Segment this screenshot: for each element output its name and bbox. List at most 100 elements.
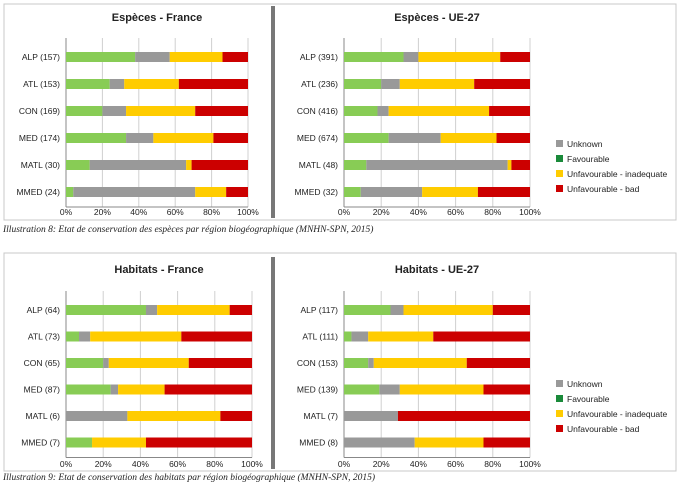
bar-segment-bad bbox=[477, 187, 530, 197]
bar-segment-favourable bbox=[344, 160, 367, 170]
x-tick-label: 60% bbox=[167, 207, 184, 217]
bar-segment-unknown bbox=[344, 437, 415, 448]
bar-segment-inadequate bbox=[169, 52, 223, 62]
bar-segment-unknown bbox=[103, 358, 109, 368]
bar-segment-inadequate bbox=[403, 305, 493, 315]
panel-separator bbox=[271, 6, 275, 218]
bar-segment-bad bbox=[164, 384, 252, 395]
category-label: MMED (32) bbox=[295, 187, 339, 197]
x-tick-label: 20% bbox=[373, 459, 390, 469]
x-tick-label: 100% bbox=[241, 459, 263, 469]
legend-label: Unknown bbox=[567, 379, 603, 389]
bar-segment-inadequate bbox=[186, 160, 192, 170]
bar-segment-bad bbox=[483, 437, 530, 448]
chart-title: Espèces - UE-27 bbox=[394, 12, 480, 24]
bar-segment-bad bbox=[489, 106, 530, 116]
x-tick-label: 40% bbox=[132, 459, 149, 469]
bar-segment-inadequate bbox=[373, 358, 467, 368]
category-label: ALP (157) bbox=[22, 52, 60, 62]
bar-segment-inadequate bbox=[90, 331, 182, 342]
bar-segment-unknown bbox=[66, 411, 128, 421]
x-tick-label: 40% bbox=[130, 207, 147, 217]
x-tick-label: 100% bbox=[519, 207, 541, 217]
x-tick-label: 60% bbox=[447, 207, 464, 217]
bar-segment-unknown bbox=[135, 52, 170, 62]
caption-species: Illustration 8: Etat de conservation des… bbox=[3, 225, 374, 235]
legend-label: Unfavourable - bad bbox=[567, 184, 640, 194]
x-tick-label: 40% bbox=[410, 459, 427, 469]
bar-segment-favourable bbox=[66, 437, 93, 448]
bar-segment-unknown bbox=[79, 331, 91, 342]
category-label: ALP (64) bbox=[27, 305, 61, 315]
legend-swatch-unknown bbox=[556, 140, 563, 147]
category-label: MATL (6) bbox=[26, 411, 61, 421]
bar-segment-inadequate bbox=[368, 331, 434, 342]
category-label: MATL (7) bbox=[304, 411, 339, 421]
bar-segment-unknown bbox=[366, 160, 508, 170]
bar-segment-favourable bbox=[66, 133, 127, 143]
bar-segment-bad bbox=[496, 133, 530, 143]
bar-segment-favourable bbox=[344, 133, 389, 143]
x-tick-label: 80% bbox=[484, 459, 501, 469]
bar-segment-inadequate bbox=[414, 437, 484, 448]
legend-swatch-unknown bbox=[556, 380, 563, 387]
category-label: ALP (391) bbox=[300, 52, 338, 62]
bar-segment-favourable bbox=[344, 187, 361, 197]
chart-2: Espèces - UE-27 ALP (391) ATL (236) CON (41… bbox=[295, 12, 542, 217]
x-tick-label: 60% bbox=[447, 459, 464, 469]
bar-segment-favourable bbox=[344, 358, 369, 368]
legend-label: Favourable bbox=[567, 154, 610, 164]
bar-segment-unknown bbox=[377, 106, 389, 116]
legend-label: Unknown bbox=[567, 139, 603, 149]
bar-segment-bad bbox=[191, 160, 248, 170]
chart-1: Espèces - France ALP (157) ATL (153) CON (1… bbox=[17, 12, 260, 217]
category-label: CON (65) bbox=[24, 358, 61, 368]
category-label: MMED (8) bbox=[299, 438, 338, 448]
bar-segment-unknown bbox=[360, 187, 423, 197]
bar-segment-unknown bbox=[390, 305, 404, 315]
category-label: ATL (73) bbox=[28, 332, 60, 342]
x-tick-label: 0% bbox=[60, 207, 73, 217]
bar-segment-bad bbox=[466, 358, 530, 368]
category-label: ATL (153) bbox=[23, 79, 60, 89]
bar-segment-bad bbox=[511, 160, 530, 170]
bar-segment-bad bbox=[483, 384, 530, 395]
legend-label: Unfavourable - inadequate bbox=[567, 169, 667, 179]
x-tick-label: 80% bbox=[206, 459, 223, 469]
bar-segment-inadequate bbox=[399, 384, 484, 395]
bar-segment-favourable bbox=[66, 331, 80, 342]
bar-segment-unknown bbox=[89, 160, 187, 170]
bar-segment-inadequate bbox=[399, 79, 475, 89]
category-label: MMED (24) bbox=[17, 187, 61, 197]
x-tick-label: 0% bbox=[60, 459, 73, 469]
category-label: MATL (48) bbox=[299, 160, 338, 170]
bar-segment-favourable bbox=[66, 79, 110, 89]
bar-segment-unknown bbox=[379, 384, 400, 395]
bar-segment-bad bbox=[500, 52, 530, 62]
bar-segment-bad bbox=[433, 331, 530, 342]
bar-segment-favourable bbox=[344, 106, 378, 116]
bar-segment-bad bbox=[178, 79, 248, 89]
panel-separator bbox=[271, 257, 275, 469]
panel-frame bbox=[3, 3, 677, 221]
x-tick-label: 60% bbox=[169, 459, 186, 469]
bar-segment-bad bbox=[492, 305, 530, 315]
bar-segment-bad bbox=[195, 106, 248, 116]
chart-title: Espèces - France bbox=[112, 12, 203, 24]
bar-segment-inadequate bbox=[388, 106, 490, 116]
bar-segment-bad bbox=[213, 133, 248, 143]
bar-segment-inadequate bbox=[157, 305, 230, 315]
bar-segment-favourable bbox=[66, 187, 74, 197]
bar-segment-bad bbox=[397, 411, 530, 421]
bar-segment-inadequate bbox=[422, 187, 478, 197]
bar-segment-unknown bbox=[381, 79, 400, 89]
legend: Unknown Favourable Unfavourable - inadequa… bbox=[556, 139, 667, 194]
bar-segment-unknown bbox=[145, 305, 158, 315]
category-label: MMED (7) bbox=[21, 438, 60, 448]
bar-segment-unknown bbox=[403, 52, 419, 62]
bar-segment-unknown bbox=[351, 331, 369, 342]
x-tick-label: 100% bbox=[237, 207, 259, 217]
bar-segment-favourable bbox=[66, 52, 136, 62]
category-label: MATL (30) bbox=[21, 160, 60, 170]
bar-segment-favourable bbox=[66, 384, 111, 395]
